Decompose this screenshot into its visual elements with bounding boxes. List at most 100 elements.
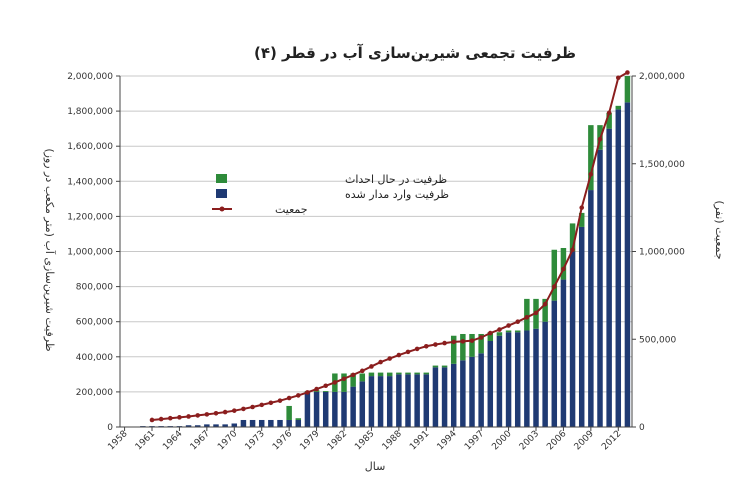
y-tick-label: 1,400,000: [67, 177, 113, 187]
bar-operational: [350, 386, 356, 427]
population-point: [414, 346, 420, 352]
legend-marker-population: [219, 206, 225, 212]
bar-operational: [396, 374, 402, 427]
y-tick-label: 1,200,000: [67, 212, 113, 222]
bar-operational: [615, 109, 622, 427]
y2-tick-label: 0: [639, 423, 645, 433]
bar-operational: [185, 425, 192, 427]
bar-operational: [624, 102, 631, 427]
bar-operational: [551, 300, 558, 427]
bar-under-construction: [487, 332, 494, 342]
x-tick-label: 1973: [244, 429, 267, 452]
bar-under-construction: [441, 365, 448, 368]
y-tick-label: 400,000: [76, 353, 113, 363]
population-point: [369, 364, 374, 369]
bar-operational: [423, 374, 430, 427]
legend-label-under-construction: ظرفیت در حال احداث: [345, 173, 447, 186]
bar-operational: [450, 363, 457, 427]
population-point: [579, 205, 585, 210]
population-point: [478, 335, 484, 340]
legend: ظرفیت در حال احداث ظرفیت وارد مدار شده ج…: [212, 173, 449, 216]
population-point: [213, 411, 219, 416]
population-point: [606, 110, 612, 116]
bar-operational: [368, 376, 375, 427]
population-point: [241, 406, 246, 412]
y-tick-label: 1,000,000: [67, 248, 113, 258]
bar-operational: [432, 367, 439, 427]
bar-operational: [313, 391, 320, 427]
bar-under-construction: [414, 372, 420, 375]
y2-tick-label: 1,500,000: [639, 160, 685, 170]
population-point: [506, 323, 511, 328]
y2-axis-ticks: 0 500,000 1,000,000 1,500,000 2,000,000: [632, 72, 685, 433]
population-point: [533, 310, 539, 316]
population-point: [515, 319, 521, 325]
x-tick-label: 1964: [161, 429, 184, 452]
legend-swatch-under-construction: [216, 174, 227, 183]
population-point: [222, 409, 228, 415]
population-point: [314, 386, 319, 392]
bar-operational: [441, 367, 448, 427]
bar-under-construction: [359, 373, 366, 382]
population-point: [158, 416, 164, 422]
population-point: [497, 327, 502, 332]
bar-operational: [460, 360, 466, 427]
bar-operational: [332, 391, 338, 427]
bar-operational: [469, 356, 475, 427]
population-line-series: [149, 70, 630, 423]
bar-under-construction: [569, 223, 576, 252]
x-tick-label: 1997: [463, 429, 486, 452]
legend-label-operational: ظرفیت وارد مدار شده: [345, 188, 449, 201]
bar-under-construction: [322, 391, 329, 392]
population-point: [359, 368, 365, 374]
bar-under-construction: [377, 372, 384, 377]
x-tick-label: 1970: [216, 429, 239, 452]
x-tick-label: 1976: [271, 429, 294, 452]
bar-under-construction: [524, 298, 530, 331]
population-point: [469, 338, 475, 343]
population-point: [487, 330, 493, 336]
bar-under-construction: [295, 418, 302, 420]
bar-under-construction: [396, 372, 402, 375]
bar-operational: [213, 424, 219, 427]
population-point: [167, 415, 173, 421]
bar-operational: [496, 335, 503, 427]
bar-operational: [304, 391, 311, 427]
bar-under-construction: [542, 298, 548, 322]
bar-operational: [405, 374, 411, 427]
y-tick-label: 600,000: [76, 318, 113, 328]
bar-under-construction: [551, 249, 558, 301]
bar-operational: [478, 353, 484, 427]
bar-under-construction: [450, 335, 457, 364]
population-point: [442, 340, 447, 346]
y-tick-label: 0: [107, 423, 113, 433]
bar-operational: [597, 149, 603, 427]
bar-under-construction: [368, 372, 375, 377]
bar-operational: [578, 226, 585, 427]
population-point: [405, 349, 411, 355]
y-tick-label: 1,800,000: [67, 107, 113, 117]
population-point: [423, 343, 429, 349]
x-tick-label: 1961: [134, 429, 157, 452]
bar-under-construction: [615, 105, 622, 110]
bar-operational: [606, 128, 612, 427]
population-point: [625, 70, 630, 75]
bar-operational: [277, 419, 283, 427]
population-point: [149, 417, 155, 423]
bar-operational: [286, 419, 292, 427]
bar-operational: [295, 419, 302, 427]
population-point: [542, 301, 548, 307]
population-point: [597, 136, 603, 142]
population-point: [323, 383, 329, 389]
bar-operational: [341, 391, 347, 427]
population-point: [332, 380, 338, 385]
bar-operational: [194, 425, 201, 427]
y-tick-label: 2,000,000: [67, 72, 113, 82]
y-axis-label: ظرفیت شیرین‌سازی آب (متر مکعب در روز): [43, 148, 57, 351]
bar-operational: [240, 419, 247, 427]
x-tick-label: 2003: [518, 429, 541, 452]
population-point: [231, 408, 237, 413]
y2-axis-label: جمعیت (نفر): [713, 200, 726, 259]
population-point: [259, 402, 265, 408]
population-point: [524, 315, 530, 320]
